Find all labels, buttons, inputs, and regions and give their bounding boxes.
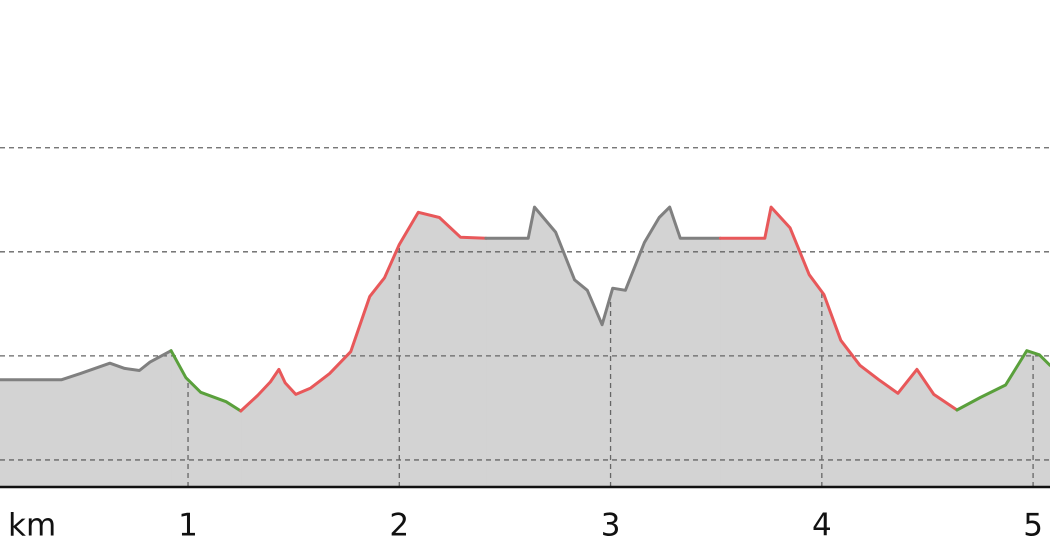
profile-line: [718, 205, 959, 412]
profile-line: [169, 349, 243, 413]
profile-area: [485, 205, 721, 488]
x-axis-label: km: [8, 508, 56, 544]
profile-area: [956, 350, 1050, 488]
profile-line: [955, 349, 1050, 412]
lines: [0, 205, 1050, 413]
profile-area: [240, 211, 487, 488]
x-tick-label: 5: [1023, 508, 1043, 544]
x-tick-label: 1: [178, 508, 198, 544]
areas: [0, 205, 1050, 488]
profile-area: [719, 206, 958, 488]
profile-line: [239, 210, 488, 413]
profile-line: [484, 205, 722, 327]
x-tick-label: 4: [812, 508, 832, 544]
x-tick-label: 3: [601, 508, 621, 544]
profile-line: [0, 349, 173, 382]
x-tick-label: 2: [389, 508, 409, 544]
